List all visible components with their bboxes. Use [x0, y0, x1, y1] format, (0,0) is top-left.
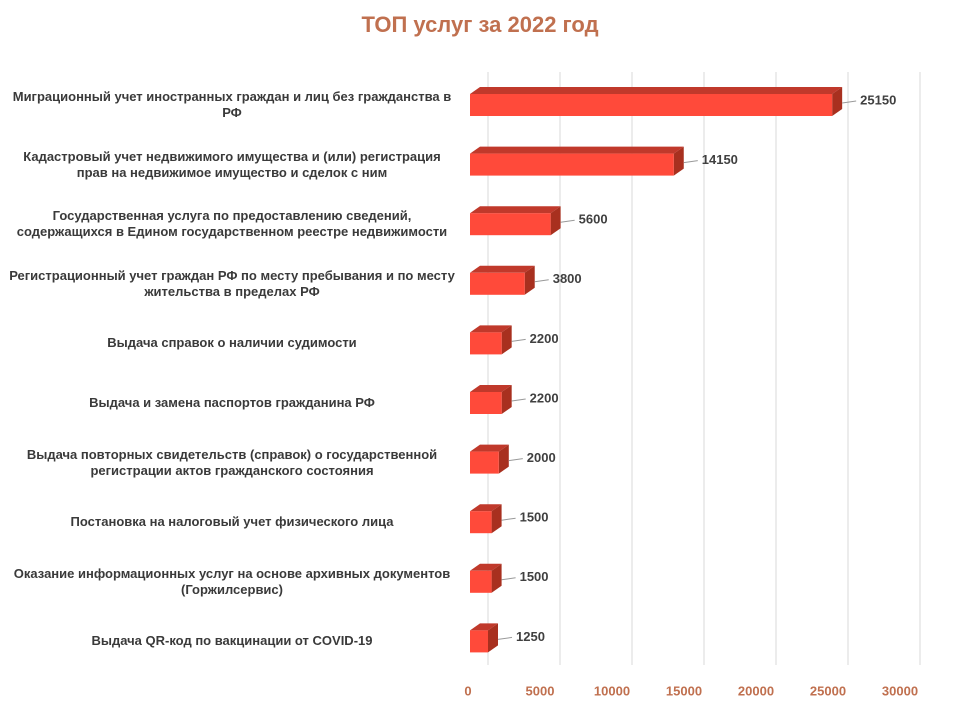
bar-top: [470, 325, 512, 333]
bar-top: [470, 444, 509, 452]
y-tick-label: Выдача справок о наличии судимости: [107, 335, 357, 351]
bar-side: [488, 623, 498, 653]
bar-top: [470, 146, 684, 154]
x-tick-label: 30000: [882, 683, 918, 698]
bar: [470, 392, 502, 414]
leader-line: [508, 458, 523, 462]
bar-top: [470, 265, 535, 273]
bar: [470, 94, 833, 116]
bar: [470, 451, 499, 474]
y-tick-label: Государственная услуга по предоставлению…: [16, 208, 448, 240]
leader-line: [497, 636, 513, 640]
bar-top: [470, 385, 512, 392]
value-label: 1500: [520, 510, 549, 525]
x-tick-label: 0: [464, 683, 471, 698]
bar: [470, 630, 488, 653]
leader-line: [560, 219, 575, 223]
y-tick-label: Оказание информационных услуг на основе …: [13, 565, 451, 597]
bar-top: [470, 563, 502, 571]
leader-line: [501, 577, 516, 581]
bar-side: [491, 563, 502, 593]
x-tick-label: 25000: [810, 683, 846, 698]
y-tick-label: Выдача QR-код по вакцинации от COVID-19: [91, 633, 373, 649]
x-tick-label: 20000: [738, 683, 774, 698]
x-tick-label: 5000: [526, 683, 555, 698]
value-label: 1500: [520, 569, 549, 584]
bar: [470, 213, 551, 236]
bar-top: [470, 504, 502, 512]
value-label: 2200: [530, 390, 559, 405]
bar-side: [498, 444, 509, 474]
bar-side: [673, 146, 684, 176]
value-label: 3800: [553, 271, 582, 286]
bar-side: [550, 206, 561, 236]
bar: [470, 153, 674, 176]
y-tick-label: Постановка на налоговый учет физического…: [70, 514, 394, 530]
value-label: 2200: [530, 331, 559, 346]
leader-line: [511, 398, 526, 402]
leader-line: [842, 100, 857, 104]
y-tick-label: Выдача повторных свидетельств (справок) …: [26, 446, 438, 478]
leader-line: [511, 338, 526, 342]
leader-line: [683, 160, 698, 164]
y-tick-label: Регистрационный учет граждан РФ по месту…: [9, 267, 455, 299]
bar-side: [501, 385, 512, 414]
chart-title: ТОП услуг за 2022 год: [361, 12, 599, 37]
bar-top: [470, 87, 843, 94]
bar: [470, 332, 502, 355]
leader-line: [534, 279, 549, 283]
bar: [470, 570, 492, 593]
value-label: 2000: [527, 450, 556, 465]
value-label: 5600: [579, 212, 608, 227]
value-label: 14150: [702, 152, 738, 167]
bar: [470, 511, 492, 534]
x-tick-label: 10000: [594, 683, 630, 698]
value-label: 1250: [516, 629, 545, 644]
x-tick-label: 15000: [666, 683, 702, 698]
bar-top: [470, 206, 561, 214]
leader-line: [501, 517, 516, 521]
bar-side: [832, 87, 843, 116]
bar-side: [491, 504, 502, 534]
y-tick-label: Кадастровый учет недвижимого имущества и…: [23, 148, 441, 180]
bar-top: [470, 623, 498, 631]
value-label: 25150: [860, 92, 896, 107]
y-tick-label: Миграционный учет иностранных граждан и …: [12, 89, 452, 120]
y-tick-label: Выдача и замена паспортов гражданина РФ: [89, 395, 375, 410]
bar: [470, 272, 525, 295]
bar-side: [501, 325, 512, 355]
bar-side: [524, 265, 535, 295]
